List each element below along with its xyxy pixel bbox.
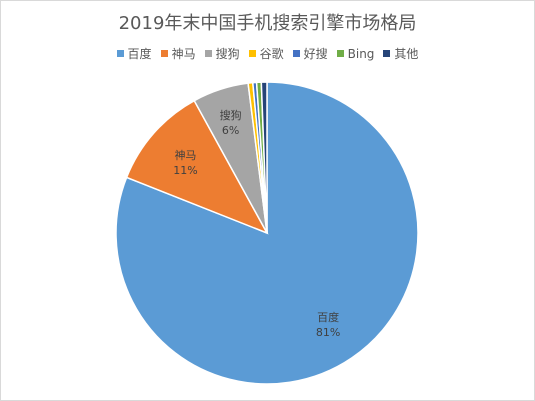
legend-label: 百度 xyxy=(127,47,152,61)
legend-item: 搜狗 xyxy=(204,45,240,62)
data-label-value: 81% xyxy=(316,326,340,339)
legend-swatch xyxy=(248,50,256,57)
legend: 百度 神马 搜狗 谷歌 好搜 Bing 其他 xyxy=(0,45,535,62)
legend-item: 好搜 xyxy=(292,45,328,62)
legend-item: 谷歌 xyxy=(248,45,284,62)
pie-slice xyxy=(260,81,268,234)
legend-item: 百度 xyxy=(116,45,152,62)
legend-swatch xyxy=(204,50,212,57)
legend-item: Bing xyxy=(336,45,375,62)
legend-item: 神马 xyxy=(160,45,196,62)
legend-swatch xyxy=(292,50,300,57)
data-label-category: 搜狗 xyxy=(220,108,242,122)
legend-label: 神马 xyxy=(171,47,196,61)
legend-item: 其他 xyxy=(383,45,418,62)
legend-swatch xyxy=(336,50,344,57)
legend-swatch xyxy=(383,50,391,57)
data-label-category: 神马 xyxy=(174,148,196,162)
legend-label: 好搜 xyxy=(303,47,328,61)
pie-slice xyxy=(125,99,269,235)
legend-swatch xyxy=(116,50,124,57)
legend-label: 其他 xyxy=(394,47,419,61)
chart-title: 2019年末中国手机搜索引擎市场格局 xyxy=(118,13,417,34)
legend-label: 谷歌 xyxy=(259,47,284,61)
data-label-category: 百度 xyxy=(317,310,339,324)
legend-label: 搜狗 xyxy=(215,47,240,61)
legend-swatch xyxy=(160,50,168,57)
data-label-value: 11% xyxy=(173,164,197,177)
data-label-value: 6% xyxy=(222,124,239,137)
legend-label: Bing xyxy=(347,46,375,61)
